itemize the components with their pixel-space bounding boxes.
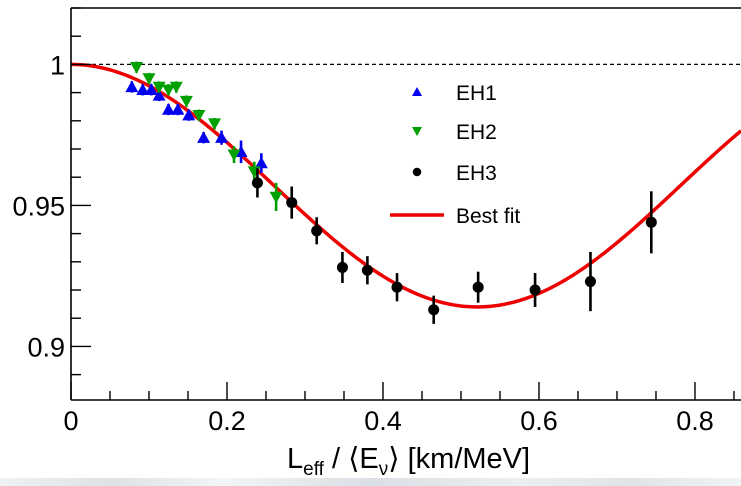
bottom-image-artifact [0, 478, 741, 486]
y-tick-label: 1 [50, 50, 65, 80]
data-point [645, 216, 657, 228]
legend-marker-swatch [412, 87, 422, 96]
series-eh1 [125, 80, 268, 173]
x-axis-title-sub2: ν [379, 459, 389, 480]
data-point [269, 191, 283, 204]
data-point [428, 304, 440, 316]
legend-item-eh2: EH2 [412, 121, 497, 144]
data-point [215, 131, 229, 143]
data-point [161, 84, 175, 97]
legend-item-eh3: EH3 [412, 162, 497, 185]
data-point [130, 62, 144, 74]
data-point [254, 156, 268, 169]
data-point [208, 118, 222, 131]
data-point [391, 281, 403, 293]
data-point [584, 276, 596, 288]
series-eh3 [251, 168, 657, 324]
data-point [169, 81, 183, 94]
data-point [529, 284, 541, 296]
legend-marker-swatch [412, 127, 422, 136]
series-eh2 [130, 61, 283, 212]
y-tick-label: 0.95 [12, 191, 65, 221]
data-point [161, 103, 175, 115]
x-tick-label: 0.6 [520, 406, 558, 436]
y-tick-label: 0.9 [27, 332, 65, 362]
data-point [125, 80, 139, 93]
best-fit-curve [70, 62, 741, 309]
data-point [472, 281, 484, 293]
data-point [336, 261, 348, 273]
x-axis-title: Leff / ⟨Eν⟩ [km/MeV] [287, 443, 530, 480]
data-point [144, 83, 158, 95]
legend-item-eh1: EH1 [412, 82, 497, 105]
data-point [197, 131, 211, 143]
legend-label: EH3 [456, 162, 497, 185]
data-point [251, 177, 263, 189]
data-point [171, 103, 185, 115]
data-point [361, 264, 373, 276]
data-point [286, 197, 298, 209]
x-axis-title-end: ⟩ [km/MeV] [388, 443, 530, 475]
legend-label: EH1 [456, 82, 497, 105]
data-point [311, 225, 323, 237]
data-point [182, 108, 196, 121]
x-tick-label: 0.4 [364, 406, 402, 436]
data-point [152, 88, 166, 101]
data-point [227, 149, 241, 162]
legend-label: Best fit [456, 205, 520, 228]
x-tick-label: 0.8 [676, 406, 714, 436]
data-point [136, 83, 150, 95]
x-axis-title-sub: eff [303, 459, 325, 480]
legend-label: EH2 [456, 121, 497, 144]
legend-marker-swatch [412, 167, 422, 177]
data-point [179, 95, 193, 108]
x-tick-label: 0 [63, 406, 78, 436]
data-point [192, 109, 206, 122]
data-point [142, 73, 156, 86]
x-axis-title-mid: / ⟨E [324, 443, 379, 475]
x-tick-label: 0.2 [208, 406, 246, 436]
x-axis-title-main: L [287, 443, 303, 475]
legend-item-best-fit: Best fit [390, 205, 520, 228]
